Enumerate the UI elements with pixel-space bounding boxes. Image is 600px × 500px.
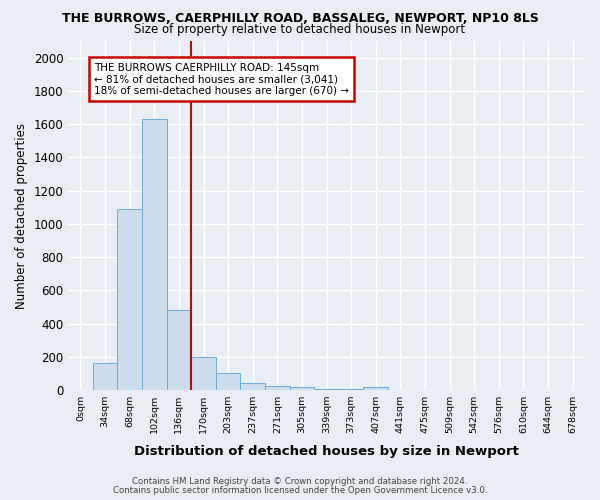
Bar — [241, 384, 265, 390]
Bar — [265, 386, 290, 390]
Bar — [167, 310, 191, 390]
Text: THE BURROWS CAERPHILLY ROAD: 145sqm
← 81% of detached houses are smaller (3,041): THE BURROWS CAERPHILLY ROAD: 145sqm ← 81… — [94, 62, 349, 96]
Bar — [339, 389, 364, 390]
Bar — [118, 209, 142, 390]
Text: THE BURROWS, CAERPHILLY ROAD, BASSALEG, NEWPORT, NP10 8LS: THE BURROWS, CAERPHILLY ROAD, BASSALEG, … — [62, 12, 538, 24]
Bar — [314, 389, 339, 390]
X-axis label: Distribution of detached houses by size in Newport: Distribution of detached houses by size … — [134, 444, 519, 458]
Bar — [364, 386, 388, 390]
Y-axis label: Number of detached properties: Number of detached properties — [15, 122, 28, 308]
Text: Contains public sector information licensed under the Open Government Licence v3: Contains public sector information licen… — [113, 486, 487, 495]
Text: Size of property relative to detached houses in Newport: Size of property relative to detached ho… — [134, 22, 466, 36]
Bar — [142, 119, 167, 390]
Text: Contains HM Land Registry data © Crown copyright and database right 2024.: Contains HM Land Registry data © Crown c… — [132, 477, 468, 486]
Bar — [93, 364, 118, 390]
Bar — [290, 386, 314, 390]
Bar — [191, 357, 216, 390]
Bar — [216, 374, 241, 390]
